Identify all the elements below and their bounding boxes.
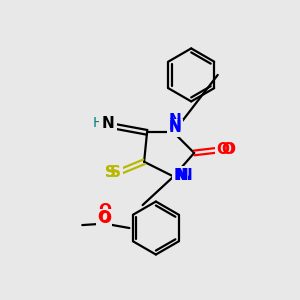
Text: O: O (216, 142, 229, 158)
Text: O: O (98, 203, 111, 218)
Text: S: S (105, 165, 116, 180)
Text: N: N (169, 113, 182, 128)
Text: N: N (169, 118, 182, 134)
Text: O: O (221, 142, 234, 158)
Text: S: S (110, 165, 121, 180)
Text: N: N (180, 167, 193, 182)
Text: N: N (101, 116, 114, 131)
Text: N: N (169, 120, 182, 135)
Text: O: O (98, 211, 111, 226)
Text: O: O (223, 142, 236, 158)
Text: N: N (174, 167, 186, 182)
Text: O: O (97, 210, 110, 225)
Text: H: H (93, 116, 103, 130)
Text: N: N (100, 117, 112, 132)
Text: S: S (105, 165, 116, 180)
Text: N: N (176, 167, 188, 182)
Text: H: H (94, 117, 105, 131)
